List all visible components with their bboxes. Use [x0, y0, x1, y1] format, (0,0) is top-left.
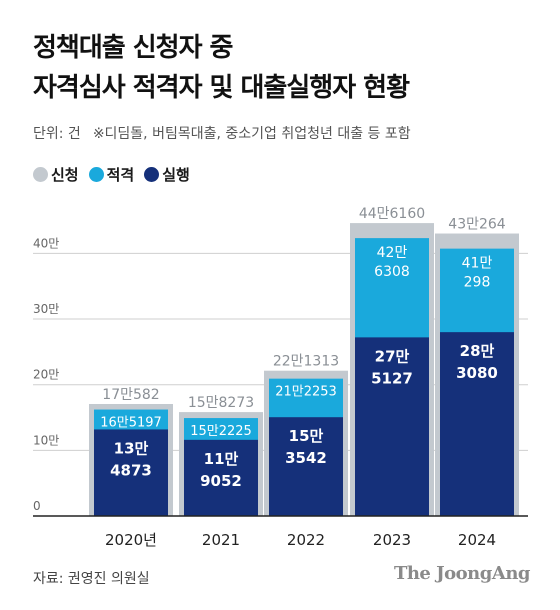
data-label-executed: 15만 [289, 427, 324, 445]
legend-item-executed: 실행 [144, 164, 190, 185]
y-tick-label: 0 [33, 499, 41, 513]
title-line-2: 자격심사 적격자 및 대출실행자 현황 [33, 73, 410, 103]
source-note: 자료: 권영진 의원실 [33, 571, 150, 587]
bar-executed [355, 337, 429, 516]
legend-label-eligible: 적격 [106, 166, 135, 184]
data-label-eligible: 41만 [462, 256, 493, 272]
legend-label-applied: 신청 [51, 166, 79, 184]
x-tick-label: 2020년 [105, 531, 157, 549]
footnote: ※디딤돌, 버팀목대출, 중소기업 취업청년 대출 등 포함 [92, 126, 411, 142]
data-label-executed: 4873 [110, 461, 152, 479]
unit-label: 단위: 건 [33, 126, 81, 142]
data-label-executed: 5127 [371, 369, 413, 387]
bar-executed [269, 417, 343, 516]
legend-swatch-executed [144, 167, 160, 182]
unit-note: 단위: 건 ※디딤돌, 버팀목대출, 중소기업 취업청년 대출 등 포함 [33, 123, 411, 143]
brand-logo: The JoongAng [393, 563, 531, 584]
data-label-executed: 3080 [456, 364, 498, 382]
y-tick-label: 40만 [33, 236, 59, 250]
bar-executed [184, 439, 258, 516]
bar-executed [94, 429, 168, 516]
x-tick-label: 2021 [202, 531, 240, 549]
x-tick-label: 2024 [458, 531, 496, 549]
data-label-eligible: 298 [464, 275, 491, 291]
y-tick-label: 10만 [33, 433, 59, 447]
data-label-executed: 9052 [200, 472, 242, 490]
data-label-applied: 43만264 [448, 217, 506, 233]
x-tick-label: 2023 [373, 531, 411, 549]
chart-title: 정책대출 신청자 중 자격심사 적격자 및 대출실행자 현황 [33, 28, 410, 108]
data-label-executed: 27만 [375, 347, 410, 365]
data-label-applied: 44만6160 [359, 206, 425, 222]
data-label-eligible: 6308 [374, 264, 410, 280]
bar-executed [440, 332, 514, 516]
legend-swatch-applied [33, 167, 48, 182]
data-label-eligible: 42만 [377, 245, 408, 261]
data-label-eligible: 15만2225 [190, 424, 252, 439]
y-tick-label: 20만 [33, 368, 59, 382]
data-label-applied: 22만1313 [273, 354, 339, 370]
data-label-eligible: 21만2253 [275, 385, 337, 400]
legend: 신청 적격 실행 [33, 164, 190, 185]
data-label-applied: 17만582 [102, 387, 159, 403]
data-label-executed: 28만 [460, 342, 495, 360]
legend-item-eligible: 적격 [88, 164, 135, 185]
data-label-executed: 3542 [285, 449, 327, 467]
data-label-eligible: 16만5197 [100, 416, 162, 431]
data-label-applied: 15만8273 [188, 395, 254, 411]
y-tick-label: 30만 [33, 302, 59, 316]
data-label-executed: 11만 [204, 450, 239, 468]
title-line-1: 정책대출 신청자 중 [33, 33, 233, 63]
legend-item-applied: 신청 [33, 164, 79, 185]
x-tick-label: 2022 [287, 531, 325, 549]
data-label-executed: 13만 [114, 439, 149, 457]
legend-swatch-eligible [88, 167, 104, 182]
legend-label-executed: 실행 [162, 166, 190, 184]
